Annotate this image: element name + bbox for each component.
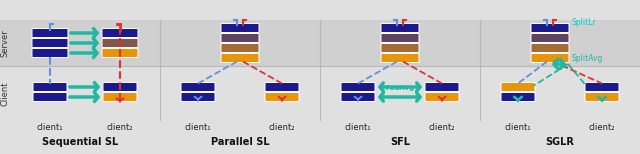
- Text: client₂: client₂: [429, 123, 455, 132]
- FancyBboxPatch shape: [585, 83, 619, 91]
- Text: client₁: client₁: [345, 123, 371, 132]
- FancyBboxPatch shape: [103, 93, 137, 101]
- FancyBboxPatch shape: [585, 93, 619, 101]
- Text: client₂: client₂: [269, 123, 295, 132]
- FancyBboxPatch shape: [221, 24, 259, 32]
- Text: Server: Server: [1, 29, 10, 57]
- Text: SplitLr: SplitLr: [572, 18, 596, 27]
- FancyBboxPatch shape: [381, 24, 419, 32]
- Text: client₁: client₁: [185, 123, 211, 132]
- FancyBboxPatch shape: [102, 28, 138, 38]
- Text: client₂: client₂: [589, 123, 615, 132]
- FancyBboxPatch shape: [221, 43, 259, 53]
- FancyBboxPatch shape: [425, 93, 459, 101]
- FancyBboxPatch shape: [501, 83, 535, 91]
- FancyBboxPatch shape: [501, 93, 535, 101]
- FancyBboxPatch shape: [33, 93, 67, 101]
- Bar: [160, 20, 320, 66]
- FancyBboxPatch shape: [181, 83, 215, 91]
- Text: client₂: client₂: [107, 123, 133, 132]
- Text: FedAvg: FedAvg: [385, 85, 415, 91]
- Bar: [320, 20, 480, 66]
- FancyBboxPatch shape: [531, 34, 569, 43]
- FancyBboxPatch shape: [102, 49, 138, 57]
- Text: client₁: client₁: [36, 123, 63, 132]
- FancyBboxPatch shape: [531, 43, 569, 53]
- FancyBboxPatch shape: [103, 83, 137, 91]
- Text: SFL: SFL: [390, 137, 410, 147]
- Text: Parallel SL: Parallel SL: [211, 137, 269, 147]
- FancyBboxPatch shape: [381, 34, 419, 43]
- FancyBboxPatch shape: [531, 53, 569, 63]
- Bar: [480, 20, 640, 66]
- FancyBboxPatch shape: [341, 93, 375, 101]
- FancyBboxPatch shape: [32, 38, 68, 47]
- FancyBboxPatch shape: [341, 83, 375, 91]
- FancyBboxPatch shape: [221, 53, 259, 63]
- Bar: [320, 68, 480, 120]
- FancyBboxPatch shape: [531, 24, 569, 32]
- Bar: [160, 68, 320, 120]
- Text: Client: Client: [1, 82, 10, 106]
- FancyBboxPatch shape: [265, 93, 299, 101]
- FancyBboxPatch shape: [102, 38, 138, 47]
- FancyBboxPatch shape: [33, 83, 67, 91]
- FancyBboxPatch shape: [265, 83, 299, 91]
- FancyBboxPatch shape: [425, 83, 459, 91]
- FancyBboxPatch shape: [32, 49, 68, 57]
- Text: Sequential SL: Sequential SL: [42, 137, 118, 147]
- FancyBboxPatch shape: [221, 34, 259, 43]
- Bar: [0, 68, 160, 120]
- Bar: [480, 68, 640, 120]
- Text: SplitAvg: SplitAvg: [572, 54, 604, 63]
- FancyBboxPatch shape: [381, 53, 419, 63]
- Bar: [0, 20, 160, 66]
- Text: SGLR: SGLR: [545, 137, 575, 147]
- FancyBboxPatch shape: [32, 28, 68, 38]
- Text: client₁: client₁: [505, 123, 531, 132]
- FancyBboxPatch shape: [181, 93, 215, 101]
- FancyBboxPatch shape: [381, 43, 419, 53]
